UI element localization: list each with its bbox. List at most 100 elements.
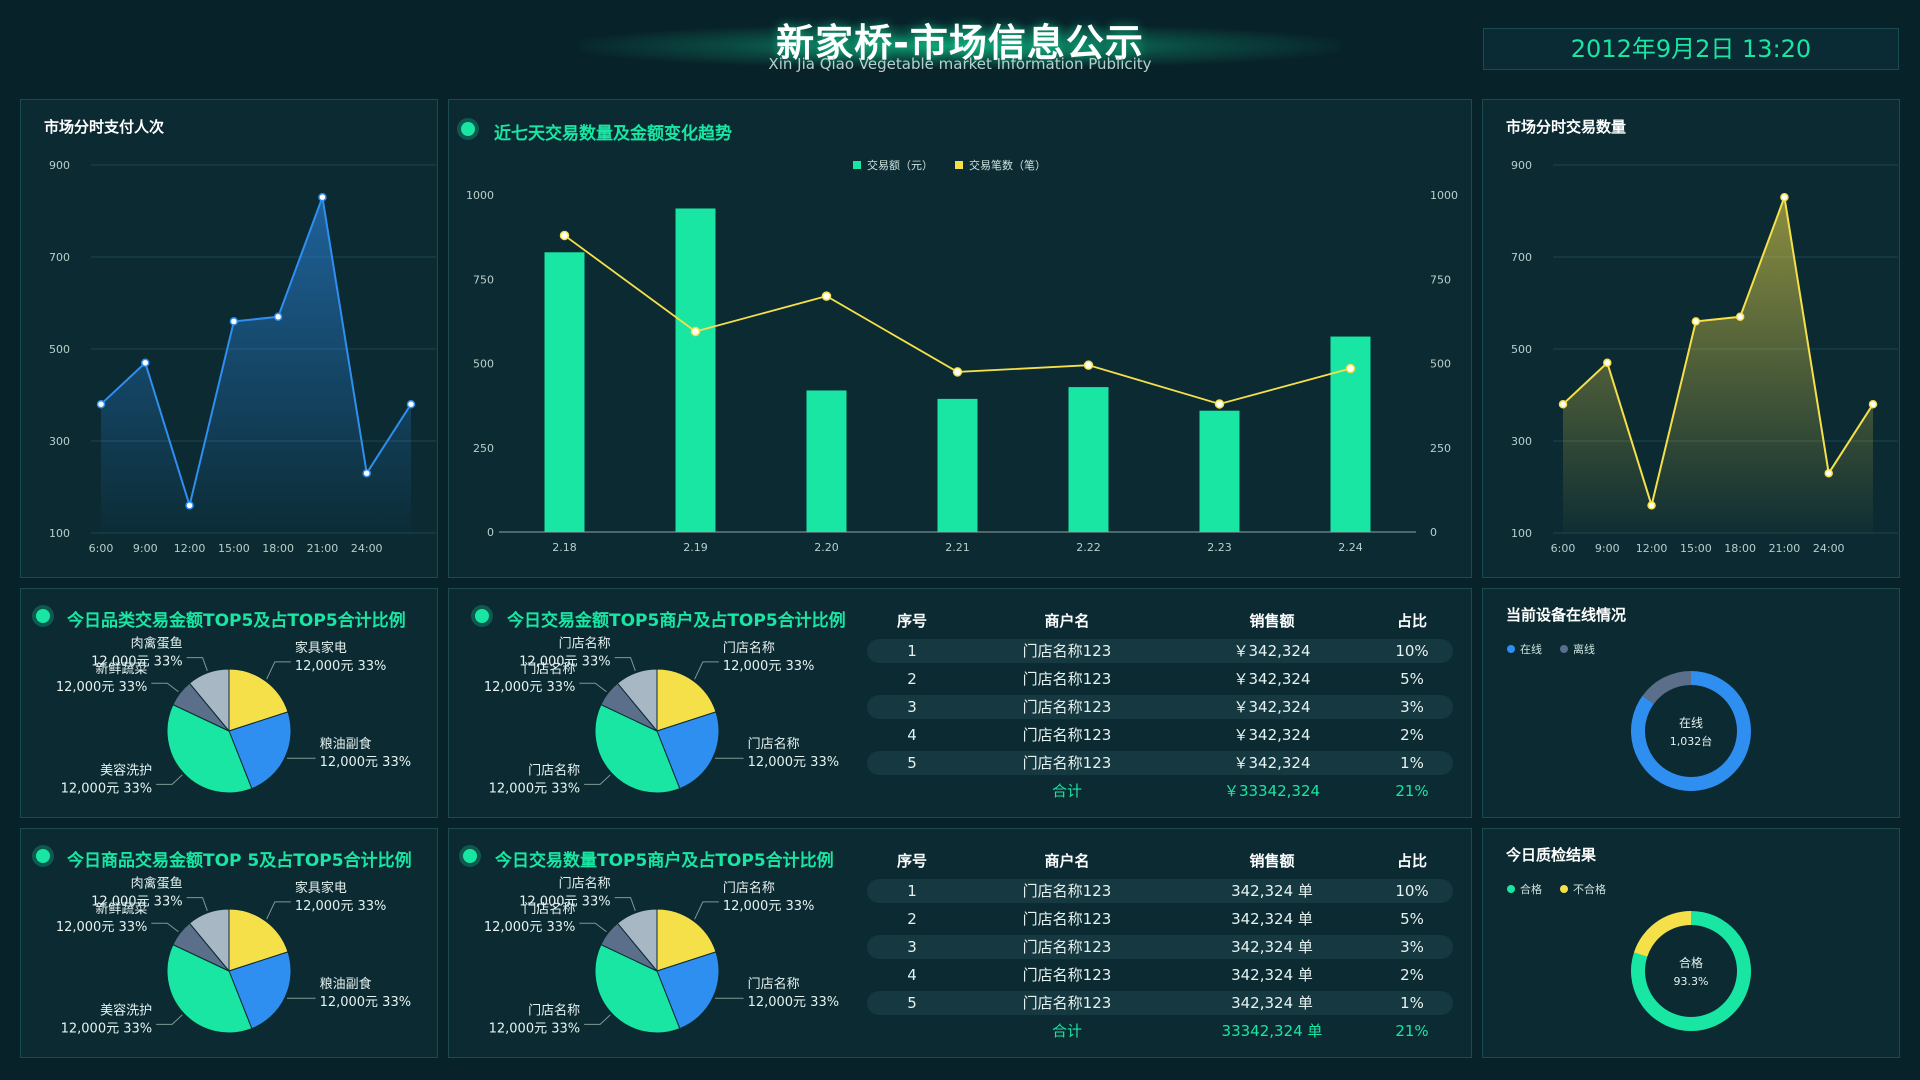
column-header: 商户名: [1044, 612, 1090, 630]
x-tick-label: 15:00: [1680, 542, 1712, 555]
pie-slice: [656, 668, 717, 732]
pie-slice: [228, 668, 289, 732]
table-cell: 2%: [1400, 966, 1424, 984]
table-cell: 2: [907, 910, 917, 928]
table-row: 1 门店名称123 342,324 单 10%: [867, 879, 1453, 903]
y2-tick-label: 500: [1430, 358, 1451, 371]
donut-slice: [1633, 911, 1691, 957]
callout-line: [156, 774, 183, 785]
data-point: [1735, 312, 1745, 322]
pie-slice: [616, 668, 658, 733]
column-header: 占比: [1396, 852, 1427, 870]
panel-title: 市场分时支付人次: [44, 118, 165, 136]
data-point: [141, 358, 150, 368]
trade-count-area-chart: 100 300 500 700 900 6:00 9:00 12:00 15:00 18:00 21…: [1511, 159, 1898, 555]
callout-line: [694, 661, 719, 680]
column-header: 销售额: [1249, 612, 1295, 630]
y-tick-label: 300: [1511, 435, 1532, 448]
y-tick-label: 900: [1511, 159, 1532, 172]
x-tick-label: 18:00: [1724, 542, 1756, 555]
data-point: [1214, 399, 1225, 409]
data-point: [1691, 317, 1701, 326]
slice-value: 12,000元 33%: [484, 920, 576, 935]
data-point: [1558, 399, 1568, 409]
x-tick-label: 2.22: [1076, 541, 1101, 554]
total-cell: 21%: [1395, 1022, 1429, 1040]
data-point: [185, 501, 194, 510]
column-header: 占比: [1396, 612, 1427, 630]
table-row: 4 门店名称123 342,324 单 2%: [867, 963, 1453, 987]
data-point: [406, 399, 416, 409]
slice-value: 12,000元 33%: [748, 995, 840, 1010]
table-cell: ￥342,324: [1233, 642, 1311, 660]
table-cell: 3%: [1400, 698, 1424, 716]
table-row: 5 门店名称123 ￥342,324 1%: [867, 751, 1453, 775]
y2-tick-label: 1000: [1430, 189, 1458, 202]
data-point: [96, 399, 106, 409]
legend-fail: 不合格: [1560, 881, 1606, 897]
slice-label: 门店名称: [528, 1002, 580, 1018]
legend-pass: 合格: [1507, 881, 1542, 897]
callout-line: [266, 901, 291, 920]
x-tick-label: 12:00: [1636, 542, 1668, 555]
slice-value: 12,000元 33%: [91, 655, 183, 670]
table-cell: 4: [907, 966, 917, 984]
table-row: 4 门店名称123 ￥342,324 2%: [867, 723, 1453, 747]
table-cell: ￥342,324: [1233, 698, 1311, 716]
pie-slice: [188, 908, 230, 973]
donut-slice: [1642, 671, 1691, 704]
callout-line: [579, 922, 607, 933]
slice-value: 12,000元 33%: [723, 899, 815, 914]
series-line: [100, 193, 412, 510]
table-row: 2 门店名称123 342,324 单 5%: [867, 907, 1453, 931]
pie-slice: [616, 908, 658, 973]
bullet-icon: [463, 849, 477, 863]
panel-quality: 今日质检结果 合格 不合格 合格 93.3%: [1482, 828, 1900, 1058]
slice-label: 门店名称: [748, 736, 800, 752]
table-cell: 4: [907, 726, 917, 744]
table-cell: 1: [907, 882, 917, 900]
column-header: 商户名: [1044, 852, 1090, 870]
pie-slice: [166, 943, 253, 1034]
table-cell: 1: [907, 642, 917, 660]
bar: [544, 252, 585, 533]
table-cell: 2%: [1400, 726, 1424, 744]
x-tick-label: 18:00: [262, 542, 294, 555]
data-point: [1083, 360, 1094, 370]
x-tick-label: 24:00: [1813, 542, 1845, 555]
panel-title: 当前设备在线情况: [1506, 606, 1627, 624]
table-header: 序号 商户名 销售额 占比: [867, 849, 1453, 873]
bar: [1199, 410, 1240, 532]
callout-line: [579, 682, 607, 693]
table-row: 2 门店名称123 ￥342,324 5%: [867, 667, 1453, 691]
slice-value: 12,000元 33%: [489, 1021, 581, 1036]
total-cell: 合计: [1051, 782, 1082, 800]
slice-label: 门店名称: [559, 636, 611, 652]
panel-title: 今日交易金额TOP5商户及占TOP5合计比例: [507, 611, 846, 631]
table-cell: 门店名称123: [1022, 642, 1112, 660]
table-cell: 10%: [1395, 882, 1429, 900]
table-row: 3 门店名称123 ￥342,324 3%: [867, 695, 1453, 719]
slice-value: 12,000元 33%: [61, 781, 153, 796]
slice-value: 12,000元 33%: [748, 755, 840, 770]
category-pie-chart: 家具家电 12,000元 33% 粮油副食 12,000元 33% 美容洗护 12,000…: [56, 636, 411, 797]
bar: [675, 208, 716, 532]
x-tick-label: 2.19: [683, 541, 708, 554]
pie-slice: [656, 908, 717, 972]
donut-center-value: 1,032台: [1670, 734, 1713, 748]
callout-line: [151, 922, 179, 933]
pie-slice: [188, 668, 230, 733]
panel-title: 今日商品交易金额TOP 5及占TOP5合计比例: [67, 851, 412, 871]
data-point: [273, 312, 283, 322]
slice-label: 门店名称: [528, 762, 580, 778]
y-tick-label: 500: [473, 358, 494, 371]
total-cell: 合计: [1051, 1022, 1082, 1040]
table-cell: 1%: [1400, 994, 1424, 1012]
pie-slice: [166, 703, 253, 794]
total-cell: 33342,324 单: [1221, 1022, 1323, 1040]
bullet-icon: [461, 122, 475, 136]
panel-title: 今日交易数量TOP5商户及占TOP5合计比例: [495, 851, 834, 871]
table-cell: 门店名称123: [1022, 698, 1112, 716]
x-tick-label: 2.21: [945, 541, 970, 554]
bullet-icon: [36, 849, 50, 863]
